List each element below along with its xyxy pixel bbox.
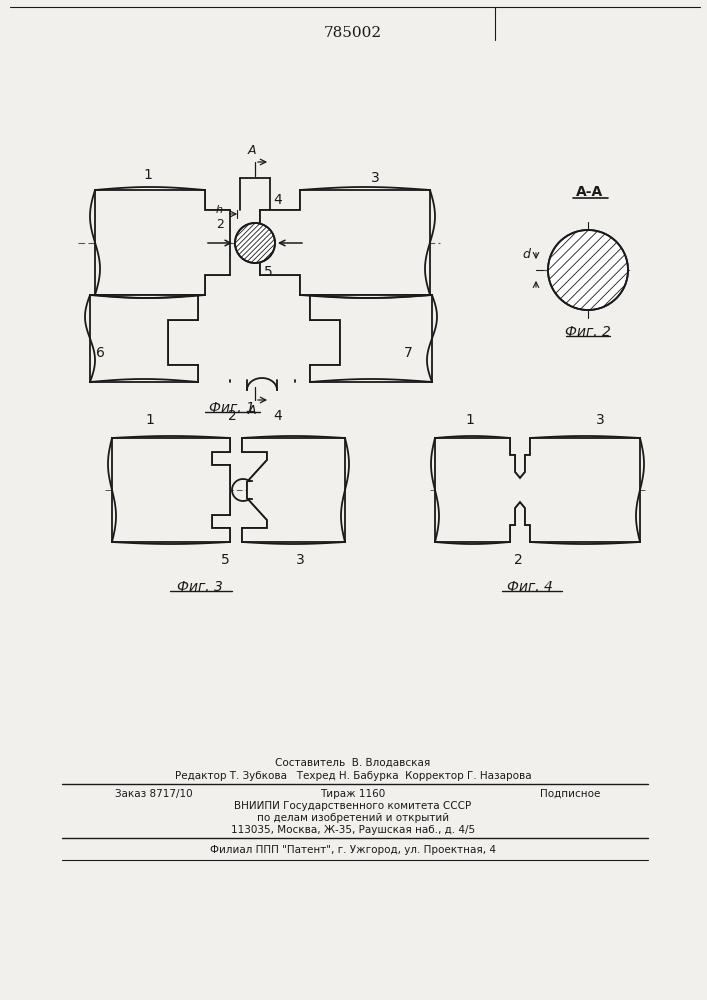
Text: 1: 1: [146, 413, 154, 427]
Text: d: d: [522, 247, 530, 260]
Polygon shape: [90, 295, 198, 382]
Polygon shape: [95, 190, 230, 295]
Polygon shape: [435, 438, 640, 542]
Circle shape: [548, 230, 628, 310]
Polygon shape: [112, 438, 230, 542]
Text: Фиг. 4: Фиг. 4: [507, 580, 553, 594]
Text: 3: 3: [595, 413, 604, 427]
Text: Фиг. 1: Фиг. 1: [209, 401, 255, 415]
Text: 1: 1: [144, 168, 153, 182]
Polygon shape: [242, 438, 345, 542]
Text: 2: 2: [228, 409, 236, 423]
Text: Фиг. 2: Фиг. 2: [565, 325, 611, 339]
Text: 3: 3: [370, 171, 380, 185]
Text: 2: 2: [513, 553, 522, 567]
Text: А: А: [247, 404, 256, 417]
Text: Филиал ППП "Патент", г. Ужгород, ул. Проектная, 4: Филиал ППП "Патент", г. Ужгород, ул. Про…: [210, 845, 496, 855]
Text: 5: 5: [264, 265, 272, 279]
Text: h: h: [216, 205, 223, 215]
Text: 4: 4: [274, 193, 282, 207]
Text: А-А: А-А: [576, 185, 604, 199]
Text: 113035, Москва, Ж-35, Раушская наб., д. 4/5: 113035, Москва, Ж-35, Раушская наб., д. …: [231, 825, 475, 835]
Text: Подписное: Подписное: [540, 789, 600, 799]
Text: 785002: 785002: [324, 26, 382, 40]
Text: ВНИИПИ Государственного комитета СССР: ВНИИПИ Государственного комитета СССР: [235, 801, 472, 811]
Text: 2: 2: [216, 219, 224, 232]
Text: Фиг. 3: Фиг. 3: [177, 580, 223, 594]
Text: 6: 6: [95, 346, 105, 360]
Text: 3: 3: [296, 553, 305, 567]
Text: Тираж 1160: Тираж 1160: [320, 789, 385, 799]
Text: 5: 5: [221, 553, 229, 567]
Text: А: А: [247, 144, 256, 157]
Text: по делам изобретений и открытий: по делам изобретений и открытий: [257, 813, 449, 823]
Polygon shape: [310, 295, 432, 382]
Text: 7: 7: [404, 346, 412, 360]
Text: 4: 4: [274, 409, 282, 423]
Text: Заказ 8717/10: Заказ 8717/10: [115, 789, 192, 799]
Circle shape: [235, 223, 275, 263]
Polygon shape: [260, 190, 430, 295]
Text: Составитель  В. Влодавская: Составитель В. Влодавская: [275, 758, 431, 768]
Text: 1: 1: [466, 413, 474, 427]
Text: Редактор Т. Зубкова   Техред Н. Бабурка  Корректор Г. Назарова: Редактор Т. Зубкова Техред Н. Бабурка Ко…: [175, 771, 532, 781]
